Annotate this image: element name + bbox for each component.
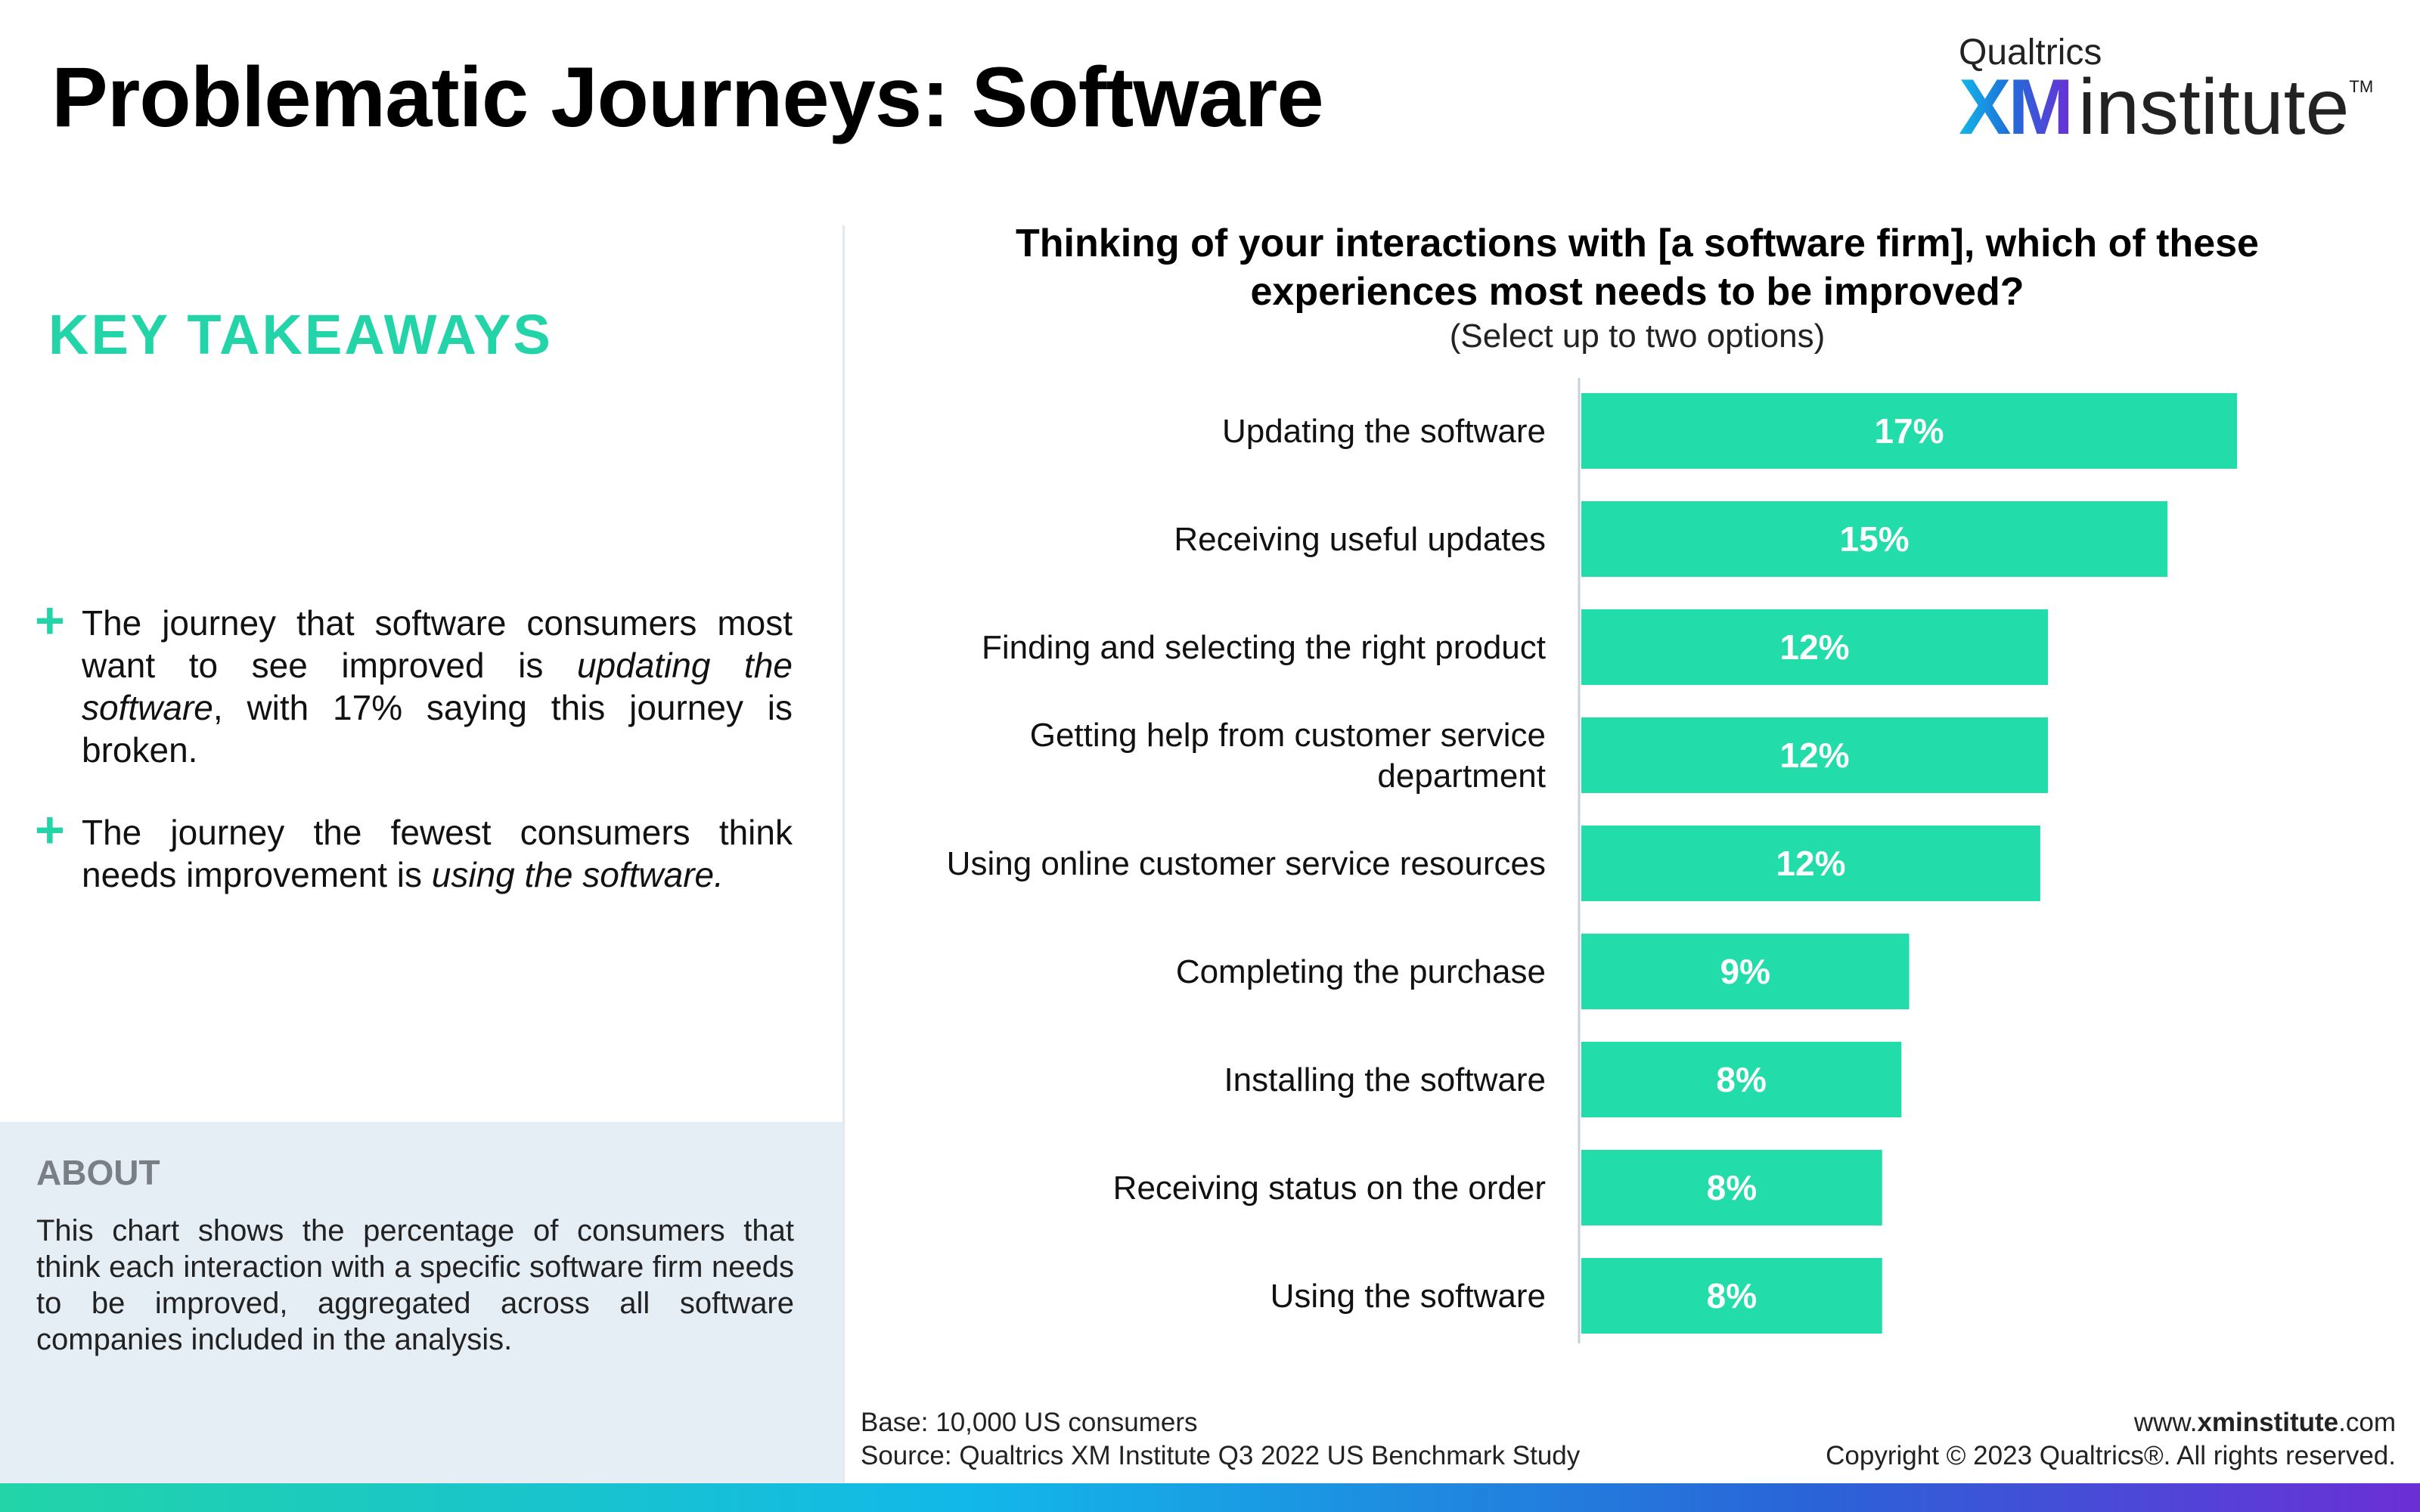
chart-bar [1581,934,1910,1009]
chart-value-label: 12% [1776,844,1845,883]
takeaway-item-1: + The journey that software consumers mo… [35,592,793,771]
chart-bar [1581,501,2168,577]
footer-copyright-text: Copyright © 2023 Qualtrics®. All rights … [1826,1441,2396,1470]
chart-category-label: Updating the software [1222,413,1546,450]
footer-source: Base: 10,000 US consumers Source: Qualtr… [861,1406,1580,1473]
footer-url[interactable]: www.xminstitute.com [2133,1408,2396,1437]
logo-qualtrics-text: Qualtrics [1959,33,2102,73]
gradient-footer-bar [0,1483,2420,1512]
chart-category-label: department [1377,758,1546,795]
logo-trademark: TM [2349,77,2374,96]
chart-bar [1581,717,2049,793]
xm-institute-logo: Qualtrics XMinstituteTM [1959,32,2373,147]
chart-category-label: Using the software [1270,1278,1546,1315]
takeaway-text-2: The journey the fewest consumers think n… [82,813,793,894]
column-divider [842,225,845,1483]
bar-chart: 17% Updating the software 15% Receiving use… [947,378,2237,1343]
page-title: Problematic Journeys: Software [51,50,1324,144]
chart-bar [1581,1150,1882,1225]
chart-value-label: 8% [1716,1060,1766,1099]
chart-bar [1581,1258,1882,1334]
footer-base: Base: 10,000 US consumers [861,1408,1198,1437]
chart-bar [1581,393,2237,469]
chart-category-label: Receiving status on the order [1113,1170,1546,1207]
chart-value-label: 12% [1780,627,1850,667]
takeaway-text-1: The journey that software consumers most… [82,603,793,770]
chart-value-label: 15% [1840,519,1910,559]
chart-bar [1581,826,2040,901]
about-panel: ABOUT This chart shows the percentage of… [0,1122,842,1483]
plus-icon: + [35,801,65,859]
chart-value-label: 9% [1720,952,1770,991]
key-takeaways-heading: KEY TAKEAWAYS [48,303,553,366]
about-text: This chart shows the percentage of consu… [36,1214,794,1356]
chart-category-label: Completing the purchase [1176,953,1546,990]
logo-xm-text: XM [1959,64,2074,151]
chart-value-label: 12% [1780,736,1850,775]
chart-title: Thinking of your interactions with [a so… [1016,222,2259,314]
chart-category-label: Using online customer service resources [947,845,1546,882]
about-title: ABOUT [36,1153,160,1192]
chart-subtitle: (Select up to two options) [1449,318,1826,355]
chart-category-label: Getting help from customer service [1030,717,1546,754]
chart-value-label: 8% [1707,1168,1757,1207]
chart-category-label: Receiving useful updates [1174,521,1546,558]
chart-bar [1581,609,2049,685]
chart-value-label: 8% [1707,1276,1757,1315]
chart-category-label: Finding and selecting the right product [982,629,1546,666]
footer-copyright: www.xminstitute.com Copyright © 2023 Qua… [1826,1406,2396,1473]
plus-icon: + [35,592,65,649]
logo-institute-text: institute [2078,64,2350,151]
footer-source-text: Source: Qualtrics XM Institute Q3 2022 U… [861,1441,1581,1470]
chart-category-label: Installing the software [1224,1061,1546,1098]
chart-bar [1581,1042,1902,1117]
takeaway-item-2: + The journey the fewest consumers think… [35,801,793,896]
chart-value-label: 17% [1874,411,1944,451]
